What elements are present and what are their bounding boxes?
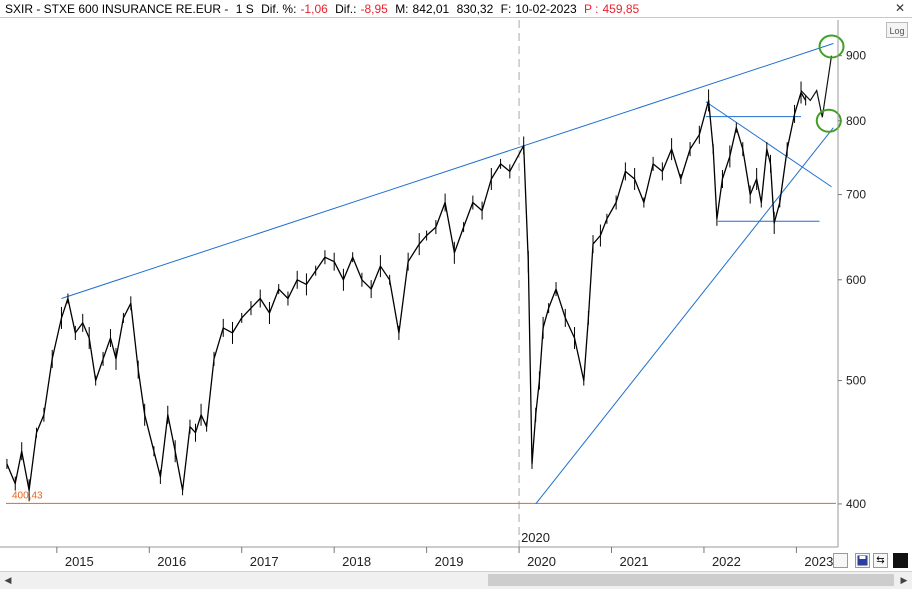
series-layer (6, 81, 807, 502)
diff-label: Dif.: (335, 2, 357, 16)
scroll-thumb[interactable] (488, 574, 894, 586)
x-tick-label: 2023 (804, 554, 833, 569)
date-value: 10-02-2023 (515, 2, 577, 16)
x-tick-label: 2019 (435, 554, 464, 569)
highlight-circle-2 (815, 108, 842, 133)
y-tick-label: 900 (846, 49, 866, 63)
lower-trend-line (535, 127, 834, 505)
y-tick-label: 600 (846, 273, 866, 287)
y-tick-label: 400 (846, 497, 866, 511)
y-tick-label: 700 (846, 188, 866, 202)
max-label: M: (395, 2, 409, 16)
save-icon[interactable] (855, 553, 870, 568)
horizontal-scrollbar[interactable]: ◀ ▶ (0, 571, 912, 589)
annotation-layer (6, 34, 845, 505)
diff-value: -8,95 (360, 2, 388, 16)
x-tick-label: 2015 (65, 554, 94, 569)
pct-change-label: Dif. %: (261, 2, 297, 16)
x-tick-label: 2016 (157, 554, 186, 569)
marker-year-label: 2020 (521, 530, 550, 545)
min-value: 830,32 (456, 2, 494, 16)
x-tick-label: 2022 (712, 554, 741, 569)
y-tick-label: 800 (846, 114, 866, 128)
period-label: 1 S (235, 2, 254, 16)
x-tick-label: 2021 (620, 554, 649, 569)
date-label: F: (500, 2, 512, 16)
chart-type-icon[interactable] (833, 553, 848, 568)
pct-change-value: -1,06 (300, 2, 328, 16)
scroll-right-arrow-icon[interactable]: ▶ (900, 575, 908, 585)
swap-arrows-icon[interactable]: ⇆ (873, 553, 888, 568)
highlight-circle-1 (818, 34, 845, 59)
symbol-name: SXIR - STXE 600 INSURANCE RE.EUR - (5, 2, 229, 16)
color-mode-icon[interactable] (893, 553, 908, 568)
axis-layer: 400 500 600 700 800 900 2015 2016 2017 2018 2019 20… (0, 20, 866, 569)
x-tick-label: 2018 (342, 554, 371, 569)
support-level-label: 400,43 (12, 490, 43, 501)
x-tick-label: 2017 (250, 554, 279, 569)
y-tick-label: 500 (846, 374, 866, 388)
chart-header: SXIR - STXE 600 INSURANCE RE.EUR - 1 S D… (0, 0, 912, 18)
x-tick-label: 2020 (527, 554, 556, 569)
price-series-line (6, 91, 807, 491)
projection-path (800, 55, 833, 118)
scroll-left-arrow-icon[interactable]: ◀ (4, 575, 12, 585)
log-scale-button[interactable]: Log (886, 22, 908, 38)
price-value: 459,85 (602, 2, 640, 16)
wedge-upper-line (705, 101, 832, 188)
price-label: P : (584, 2, 599, 16)
floppy-disk-icon (857, 555, 868, 566)
close-icon[interactable]: ✕ (894, 1, 906, 15)
upper-trend-line (61, 43, 834, 300)
max-value: 842,01 (412, 2, 450, 16)
